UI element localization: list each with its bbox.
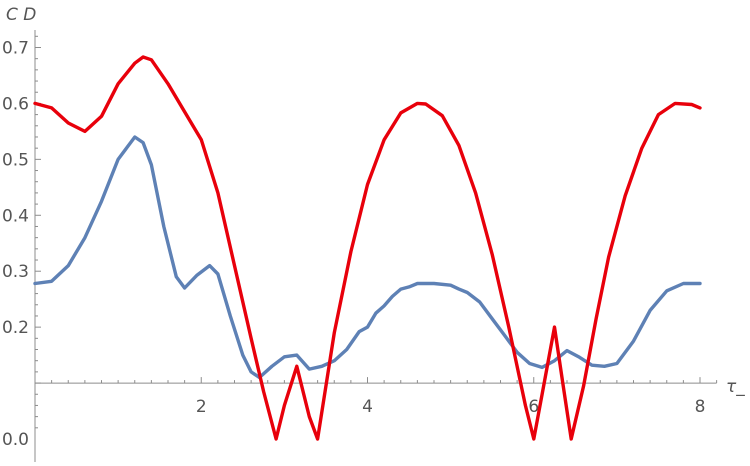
series-line-blue: [33, 135, 702, 380]
y-tick-label: 0.4: [2, 206, 29, 226]
tick-marks: [35, 35, 718, 429]
y-tick-label: 0.5: [2, 150, 29, 170]
x-tick-label: 8: [695, 397, 706, 417]
series-layer: [33, 55, 702, 441]
y-tick-label: 0.6: [2, 94, 29, 114]
x-tick-label: 6: [528, 397, 539, 417]
x-tick-label: 4: [362, 397, 373, 417]
y-tick-label: 0.2: [2, 318, 29, 338]
x-axis-label: τ_: [726, 377, 745, 397]
y-tick-label: 0.0: [2, 430, 29, 450]
y-tick-label: 0.3: [2, 262, 29, 282]
series-line-red: [33, 55, 702, 441]
y-tick-label: 0.7: [2, 38, 29, 58]
y-axis-label: C D: [6, 5, 36, 25]
x-tick-label: 2: [196, 397, 207, 417]
tick-labels: 2 4 6 8 0.0 0.2 0.3 0.4 0.5 0.6 0.7: [2, 38, 705, 450]
axes: [34, 30, 717, 462]
